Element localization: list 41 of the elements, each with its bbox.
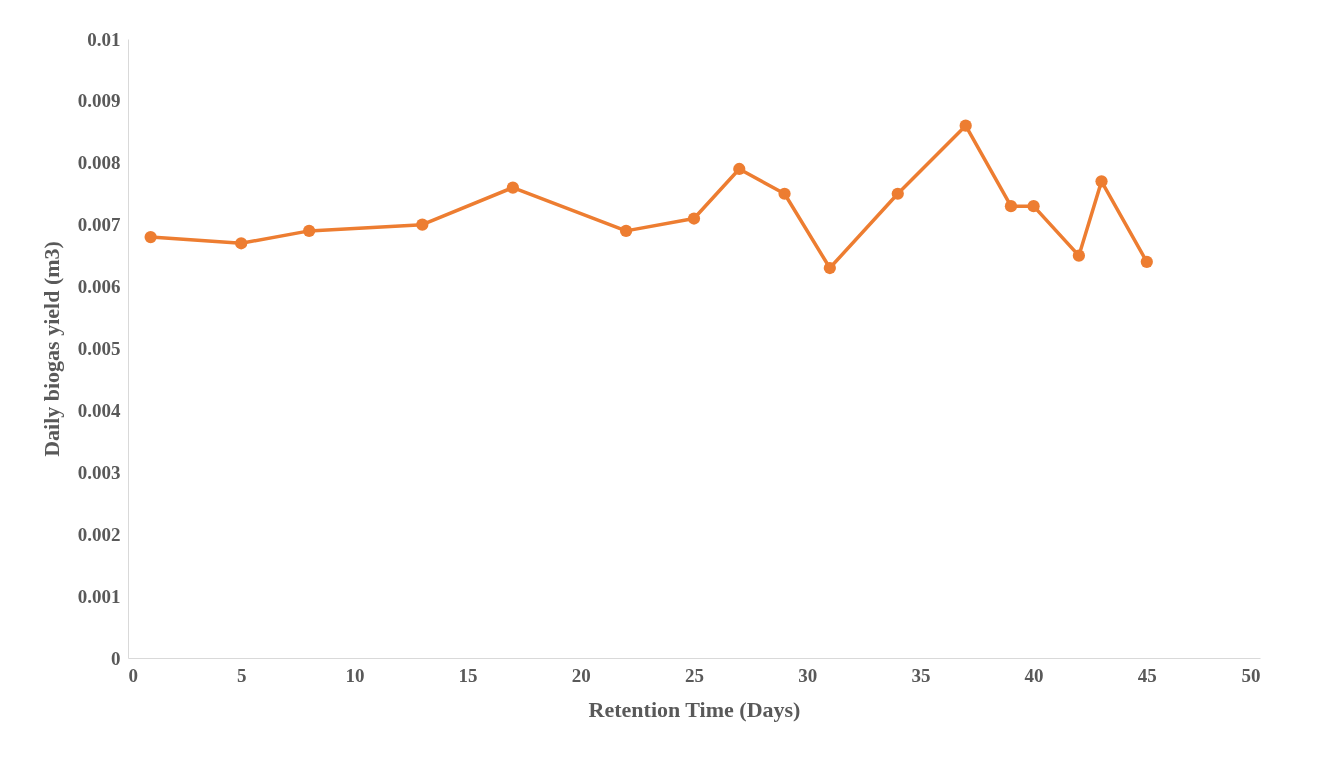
point — [1140, 255, 1153, 268]
y-tick-label: 0.007 — [77, 214, 121, 236]
x-tick-label: 5 — [236, 664, 247, 686]
y-tick-label: 0 — [111, 647, 121, 669]
y-tick-label: 0.002 — [77, 523, 121, 545]
y-tick-label: 0.01 — [87, 28, 121, 50]
point — [235, 237, 248, 250]
x-tick-label: 25 — [685, 664, 704, 686]
point — [506, 181, 519, 194]
point — [687, 212, 701, 225]
point — [619, 224, 633, 237]
point — [823, 261, 836, 275]
point — [891, 187, 904, 200]
point — [733, 162, 746, 176]
y-tick-label: 0.001 — [77, 585, 121, 607]
x-tick-label: 10 — [345, 664, 365, 686]
y-tick-label: 0.008 — [77, 152, 121, 174]
x-tick-label: 30 — [798, 664, 818, 686]
y-axis-title: Daily biogas yield (m3) — [38, 241, 64, 457]
x-tick-label: 0 — [128, 664, 138, 686]
point — [1004, 200, 1018, 213]
x-tick-label: 20 — [571, 664, 591, 686]
x-tick-label: 40 — [1024, 664, 1044, 686]
point — [959, 119, 972, 132]
x-tick-label: 50 — [1241, 664, 1261, 686]
point — [1072, 249, 1085, 262]
y-tick-label: 0.009 — [77, 90, 121, 112]
x-tick-label: 45 — [1137, 664, 1157, 686]
point — [778, 187, 791, 200]
y-tick-label: 0.004 — [77, 399, 121, 421]
point — [144, 230, 157, 244]
point — [1027, 200, 1040, 213]
y-tick-label: 0.003 — [77, 461, 121, 483]
x-tick-label: 35 — [911, 664, 931, 686]
y-tick-label: 0.006 — [77, 276, 121, 298]
point — [416, 218, 429, 231]
x-tick-label: 15 — [458, 664, 478, 686]
point — [1095, 175, 1108, 188]
x-axis-title: Retention Time (Days) — [588, 696, 801, 722]
point — [303, 224, 316, 237]
y-tick-label: 0.005 — [77, 338, 121, 359]
